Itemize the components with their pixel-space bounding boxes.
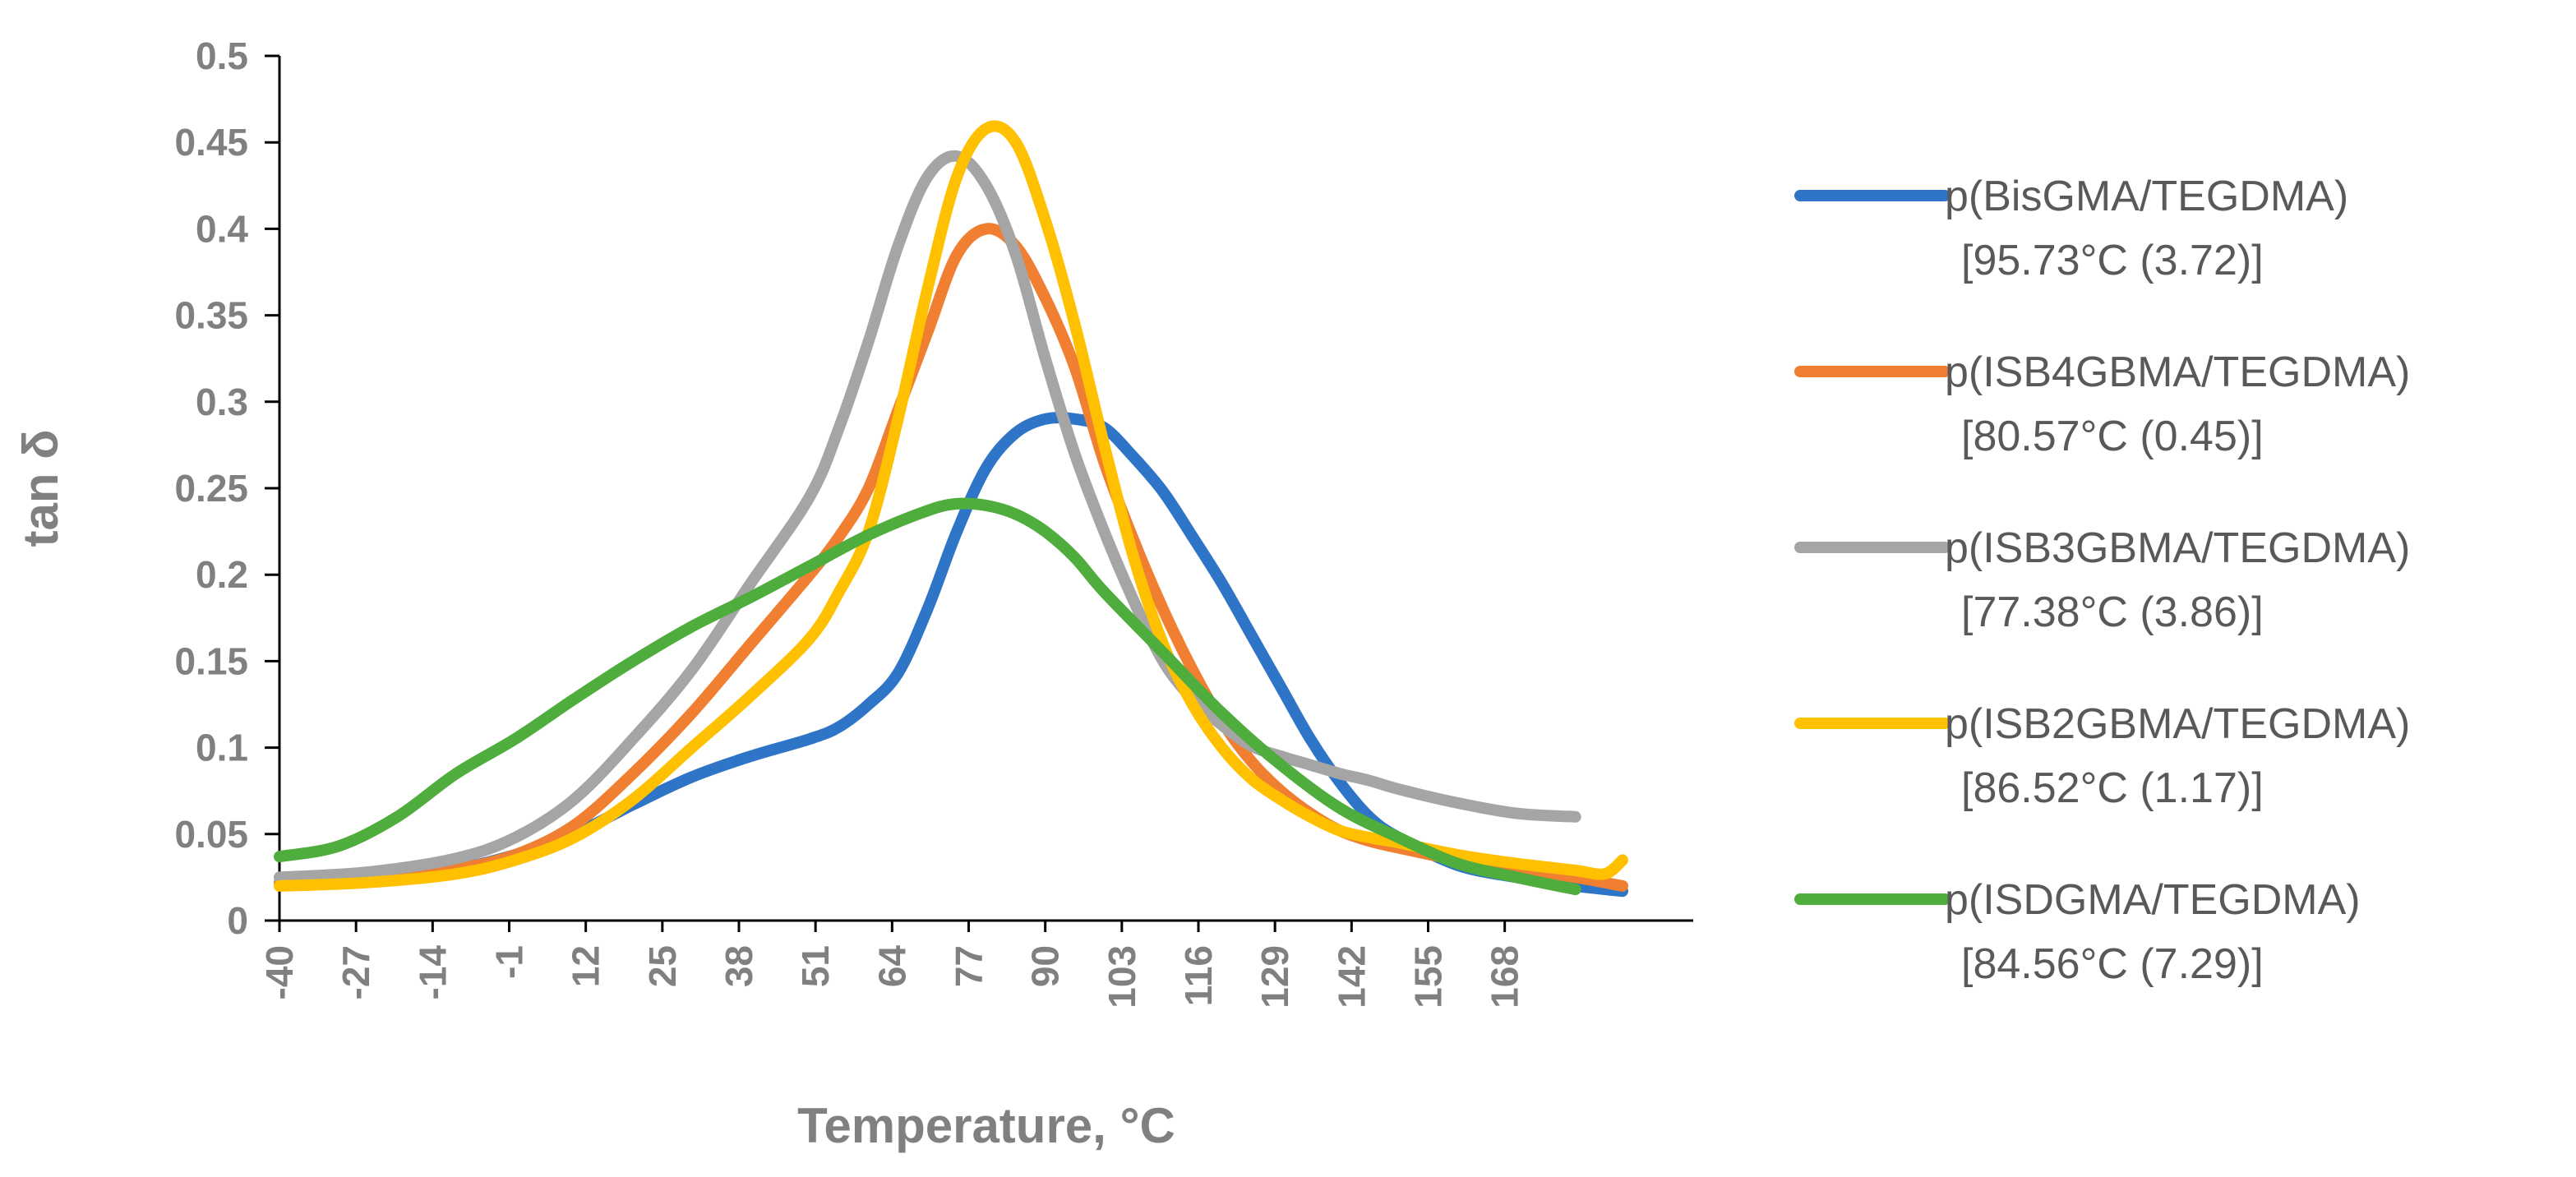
y-tick-label: 0.35 [174, 294, 248, 337]
x-tick-label: -40 [258, 945, 301, 999]
x-tick-label: 155 [1407, 945, 1450, 1009]
legend-entry-3: p(ISB3GBMA/TEGDMA) [77.38°C (3.86)] [1794, 524, 2410, 636]
y-tick-label: 0.25 [174, 467, 248, 510]
x-tick-label: 90 [1024, 945, 1067, 987]
series-line-3 [274, 150, 1581, 884]
x-tick-label: 142 [1330, 945, 1373, 1009]
x-tick-label: 25 [641, 945, 684, 987]
legend-series-subtitle: [95.73°C (3.72)] [1961, 237, 2264, 284]
x-tick-label: 51 [794, 945, 837, 987]
x-tick-label: 103 [1101, 945, 1143, 1009]
legend-entry-4: p(ISB2GBMA/TEGDMA) [86.52°C (1.17)] [1794, 700, 2410, 812]
y-tick-label: 0.2 [196, 553, 248, 596]
legend-series-name: p(ISB2GBMA/TEGDMA) [1945, 700, 2410, 748]
legend-entry-5: p(ISDGMA/TEGDMA) [84.56°C (7.29)] [1794, 876, 2361, 988]
legend: p(BisGMA/TEGDMA) [95.73°C (3.72)] p(ISB4GB… [1794, 173, 2410, 988]
legend-series-name: p(BisGMA/TEGDMA) [1945, 173, 2348, 220]
y-tick-label: 0.3 [196, 381, 248, 423]
y-tick-label: 0 [227, 899, 248, 942]
x-tick-label: 38 [718, 945, 760, 987]
series-line-4 [274, 120, 1628, 892]
legend-series-subtitle: [84.56°C (7.29)] [1961, 940, 2264, 988]
x-tick-label: 77 [948, 945, 990, 987]
x-tick-label: 116 [1177, 945, 1220, 1006]
y-tick-label: 0.15 [174, 639, 248, 682]
x-tick-label: 168 [1484, 945, 1526, 1009]
x-axis-title: Temperature, °C [797, 1098, 1175, 1153]
legend-series-subtitle: [80.57°C (0.45)] [1961, 413, 2264, 460]
x-tick-label: -1 [488, 945, 531, 979]
x-tick-label: -27 [335, 945, 377, 999]
legend-series-name: p(ISB3GBMA/TEGDMA) [1945, 524, 2410, 572]
legend-series-subtitle: [77.38°C (3.86)] [1961, 588, 2264, 636]
legend-series-subtitle: [86.52°C (1.17)] [1961, 764, 2264, 812]
legend-series-name: p(ISDGMA/TEGDMA) [1945, 876, 2361, 924]
y-tick-label: 0.45 [174, 121, 248, 164]
legend-series-name: p(ISB4GBMA/TEGDMA) [1945, 348, 2410, 396]
x-tick-label: 129 [1253, 945, 1296, 1009]
x-tick-label: 12 [565, 945, 607, 987]
y-axis-title: tan δ [13, 429, 68, 547]
legend-entry-2: p(ISB4GBMA/TEGDMA) [80.57°C (0.45)] [1794, 348, 2410, 460]
x-axis-ticks: -40 -27 -14 -1 12 25 38 51 64 77 90 103 116 129 142 155… [258, 921, 1526, 1009]
x-tick-label: 64 [870, 945, 913, 988]
series-lines [274, 120, 1628, 898]
series-line-5 [274, 497, 1581, 896]
y-axis-ticks: 0 0.05 0.1 0.15 0.2 0.25 0.3 0.35 0.4 0.45 0.5 [174, 35, 279, 942]
legend-entry-1: p(BisGMA/TEGDMA) [95.73°C (3.72)] [1794, 173, 2348, 284]
y-tick-label: 0.5 [196, 35, 248, 77]
y-tick-label: 0.05 [174, 813, 248, 856]
y-tick-label: 0.4 [196, 207, 248, 250]
series-line-1 [274, 412, 1628, 898]
x-tick-label: -14 [411, 945, 454, 1000]
y-tick-label: 0.1 [196, 727, 248, 769]
